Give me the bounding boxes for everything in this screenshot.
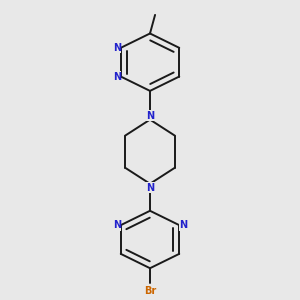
Text: Br: Br <box>144 286 156 296</box>
Text: N: N <box>179 220 188 230</box>
Text: N: N <box>146 110 154 121</box>
Text: N: N <box>146 183 154 193</box>
Text: N: N <box>112 71 121 82</box>
Text: N: N <box>112 43 121 53</box>
Text: N: N <box>112 220 121 230</box>
